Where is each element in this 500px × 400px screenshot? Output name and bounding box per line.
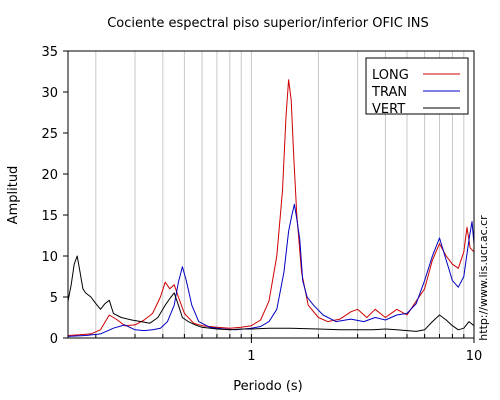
y-tick-label: 15 [41, 209, 58, 224]
y-tick-label: 20 [41, 168, 58, 183]
series-line-tran [67, 203, 475, 337]
legend-box [365, 57, 469, 115]
y-tick-label: 30 [41, 86, 58, 101]
series-line-long [67, 79, 475, 336]
x-axis-label: Periodo (s) [233, 379, 303, 394]
credit-url: http://www.lis.ucr.ac.cr [477, 215, 490, 341]
y-tick-label: 10 [41, 250, 58, 265]
series-line-vert [67, 255, 475, 332]
x-tick-label: 10 [466, 349, 483, 364]
legend-label-long: LONG [372, 68, 409, 83]
x-axis: 1 10 [247, 338, 482, 364]
y-tick-label: 25 [41, 127, 58, 142]
legend: LONG TRAN VERT [365, 57, 469, 117]
y-tick-label: 0 [50, 332, 58, 347]
x-tick-label: 1 [247, 349, 255, 364]
y-axis: 0 5 10 15 20 25 30 35 [41, 45, 68, 347]
plot-frame [67, 50, 475, 339]
y-tick-label: 5 [50, 291, 58, 306]
y-tick-label: 35 [41, 45, 58, 60]
y-axis-label: Amplitud [6, 166, 21, 225]
chart-title: Cociente espectral piso superior/inferio… [107, 16, 429, 31]
series-layer [67, 79, 475, 337]
legend-label-vert: VERT [372, 102, 405, 117]
legend-label-tran: TRAN [371, 85, 407, 100]
